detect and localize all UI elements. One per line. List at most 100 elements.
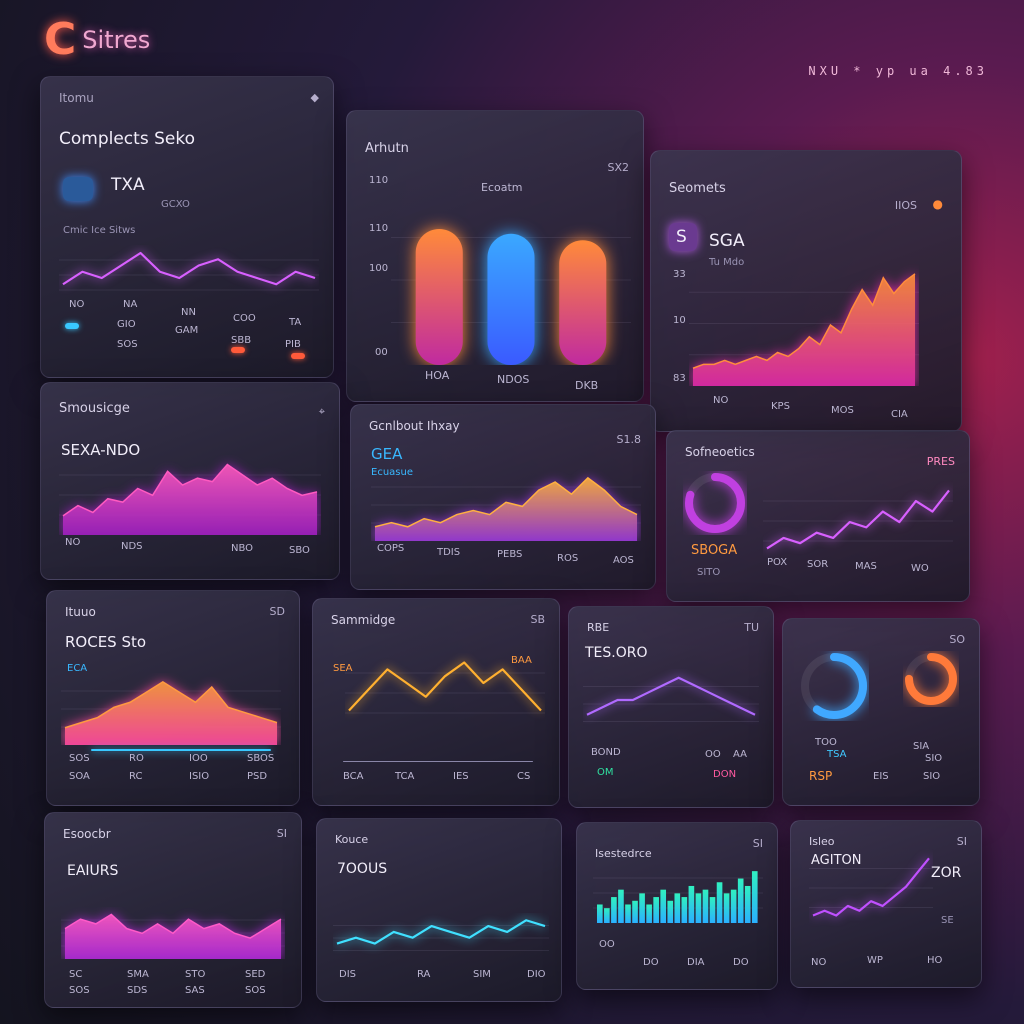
x-tick: DIS <box>339 969 356 980</box>
panel-smousicge[interactable]: Smousicge ⌖ SEXA-NDO NO NDS NBO SBO <box>40 382 340 580</box>
x-tick: TDIS <box>437 547 461 558</box>
panel-title: Isestedrce <box>595 847 652 860</box>
series-line <box>812 857 930 917</box>
panel-title: Gcnlbout Ihxay <box>369 419 460 433</box>
panel-sofneoetics[interactable]: Sofneoetics PRES SBOGA SITO POX SOR MAS … <box>666 430 970 602</box>
panel-isleo[interactable]: Isleo SI AGITON ZOR SE NO WP HO <box>790 820 982 988</box>
kpi-value: AGITON <box>811 853 862 868</box>
x-tick: EIS <box>873 771 889 782</box>
logo-letter: C <box>44 14 77 65</box>
x-tick: CS <box>517 771 531 782</box>
app-title: Sitres <box>82 26 151 54</box>
x-tick: DIA <box>687 957 705 968</box>
x-tick: MAS <box>855 561 877 572</box>
kpi-value: SEXA-NDO <box>61 441 141 459</box>
x-tick: SC <box>69 969 83 980</box>
panel-caption: ECA <box>67 663 88 674</box>
x-tick: SDS <box>127 985 148 996</box>
x-tick: DO <box>733 957 749 968</box>
x-tick: STO <box>185 969 206 980</box>
x-tick: BAA <box>511 655 532 666</box>
panel-title: Ituuo <box>65 605 96 619</box>
kpi-value: SGA <box>709 231 745 251</box>
x-tick: ISIO <box>189 771 210 782</box>
bar <box>415 229 463 365</box>
panel-corner-value: SI <box>752 837 763 850</box>
icon-letter: S <box>676 227 687 247</box>
panel-ituuo[interactable]: Ituuo SD ROCES Sto ECA SOS RO IOO SBOS S… <box>46 590 300 806</box>
panel-title: RBE <box>587 621 610 634</box>
x-tick: POX <box>767 557 788 568</box>
x-tick: HO <box>927 955 943 966</box>
legend-swatch <box>231 347 245 353</box>
chart-label: PIB <box>285 339 301 350</box>
panel-arhutn[interactable]: Arhutn SX2 Ecoatm 110 110 100 00 HOA NDO… <box>346 110 644 402</box>
panel-complects[interactable]: Itomu ◆ Complects Seko TXA GCXO Cmic Ice… <box>40 76 334 378</box>
panel-corner-value: PRES <box>926 455 955 468</box>
series-line <box>336 919 546 945</box>
kpi-value: TXA <box>111 175 145 195</box>
series-line <box>64 913 282 939</box>
chart-label: TA <box>289 317 302 328</box>
x-tick: OO <box>705 749 721 760</box>
x-tick: SOR <box>807 559 829 570</box>
x-tick: BOND <box>591 747 621 758</box>
series-line <box>348 661 542 712</box>
bar <box>625 904 631 923</box>
diamond-icon[interactable]: ◆ <box>310 91 319 104</box>
panel-isestedrce[interactable]: Isestedrce SI OO DO DIA DO <box>576 822 778 990</box>
x-tick: SOA <box>69 771 90 782</box>
panel-title: Isleo <box>809 835 835 848</box>
x-tick: SIO <box>923 771 941 782</box>
settings-icon[interactable]: ● <box>932 197 943 211</box>
bar <box>709 897 716 923</box>
app-icon <box>669 223 697 251</box>
cloud-icon <box>63 177 93 201</box>
chart-label: SBB <box>231 335 252 346</box>
x-tick: WP <box>867 955 883 966</box>
y-tick: 00 <box>375 347 388 358</box>
bar <box>559 240 607 365</box>
pin-icon[interactable]: ⌖ <box>318 405 325 418</box>
chart-label: SOS <box>117 339 138 350</box>
chart-caption: SEA <box>333 663 353 674</box>
bar <box>611 897 617 923</box>
panel-seomets[interactable]: Seomets IIOS ● S SGA Tu Mdo 33 10 83 NO … <box>650 150 962 432</box>
bar <box>674 893 681 923</box>
panel-title: Sofneoetics <box>685 445 755 459</box>
y-tick: 33 <box>673 269 686 280</box>
x-tick: DIO <box>527 969 546 980</box>
panel-kouce[interactable]: Kouce 7OOUS DIS RA SIM DIO <box>316 818 562 1002</box>
panel-caption: SITO <box>697 567 721 578</box>
line-chart <box>809 857 933 917</box>
panel-rbe[interactable]: RBE TU TES.ORO BOND OO AA OM DON <box>568 606 774 808</box>
bar <box>737 878 744 923</box>
bar <box>667 900 674 923</box>
bar <box>744 885 751 923</box>
chart-label: NN <box>181 307 196 318</box>
x-tick: SIO <box>925 753 943 764</box>
series-line <box>586 676 756 716</box>
x-tick: DKB <box>575 379 599 392</box>
panel-caption: Cmic Ice Sitws <box>63 225 136 236</box>
panel-corner-value: S1.8 <box>616 433 641 446</box>
x-tick: HOA <box>425 369 450 382</box>
x-tick: SOS <box>69 753 90 764</box>
line-chart <box>583 676 759 722</box>
panel-gcnlbout[interactable]: Gcnlbout Ihxay S1.8 GEA Ecuasue COPS TDI… <box>350 404 656 590</box>
ring-fill <box>685 473 745 533</box>
ring-gauge <box>685 473 745 533</box>
y-tick: 110 <box>369 175 389 186</box>
x-tick: SAS <box>185 985 205 996</box>
ring-gauge <box>905 653 957 705</box>
line-chart <box>59 251 319 291</box>
area-chart <box>689 273 919 386</box>
app-logo[interactable]: C Sitres <box>44 18 150 62</box>
panel-esoocbr[interactable]: Esoocbr SI EAIURS SC SMA STO SED SOS SDS… <box>44 812 302 1008</box>
series-line <box>62 463 318 517</box>
bar <box>723 893 730 923</box>
area-chart <box>371 476 641 541</box>
panel-ring[interactable]: SO TOO TSA SIA SIO RSP EIS SIO <box>782 618 980 806</box>
bar-chart <box>593 871 763 923</box>
panel-sammidge[interactable]: Sammidge SB SEA BAA BCA TCA IES CS <box>312 598 560 806</box>
